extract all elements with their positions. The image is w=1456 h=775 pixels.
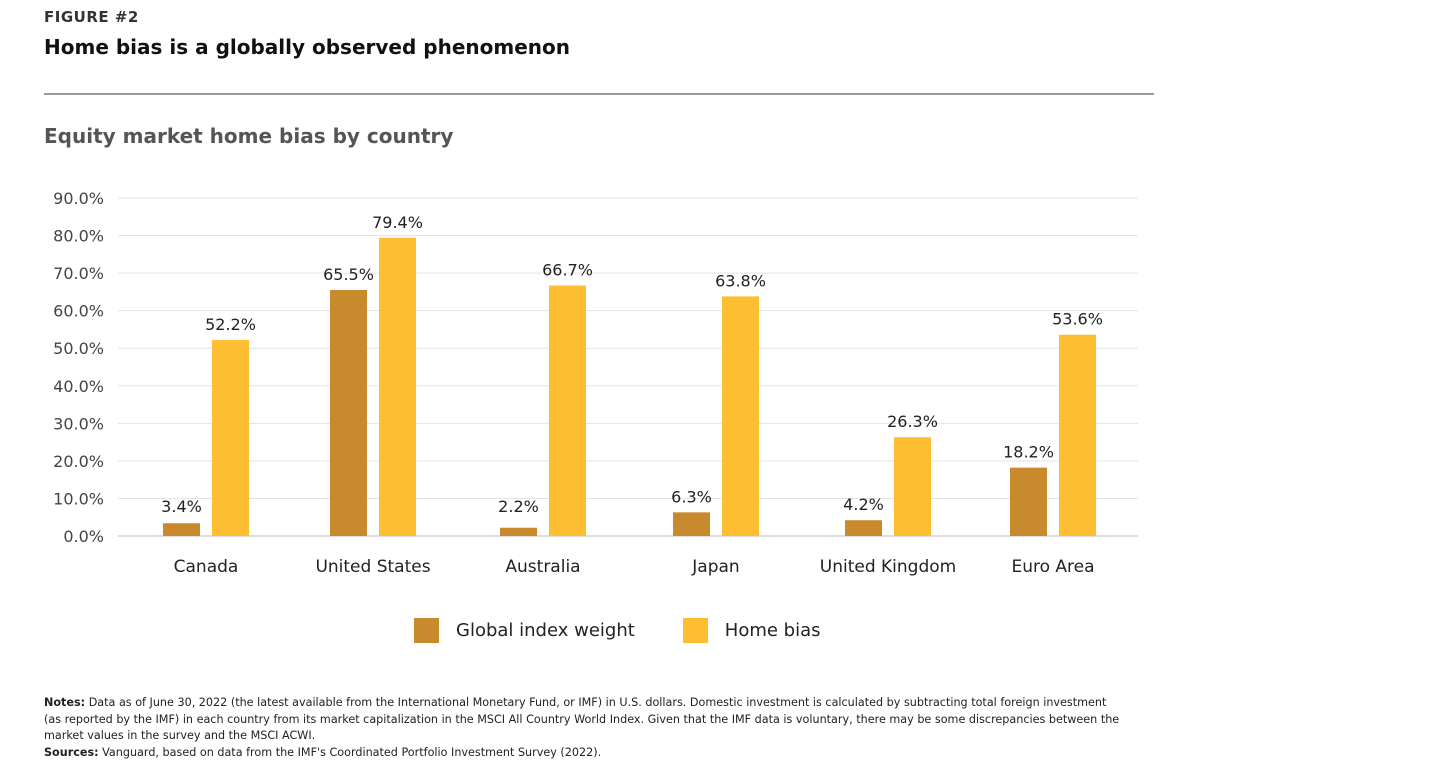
data-label: 6.3% <box>671 487 712 506</box>
legend-label-home-bias: Home bias <box>724 620 821 641</box>
x-tick-label: Japan <box>691 557 739 577</box>
chart-legend: Global index weight Home bias <box>414 618 869 643</box>
chart-title: Equity market home bias by country <box>44 124 454 148</box>
data-label: 53.6% <box>1052 310 1103 329</box>
y-tick-label: 40.0% <box>53 377 104 396</box>
bar <box>722 296 759 536</box>
sources-label: Sources: <box>44 745 99 759</box>
data-label: 79.4% <box>372 213 423 232</box>
data-label: 66.7% <box>542 261 593 280</box>
data-label: 2.2% <box>498 497 539 516</box>
figure-title: Home bias is a globally observed phenome… <box>44 35 570 59</box>
sources-text: Vanguard, based on data from the IMF's C… <box>102 745 602 759</box>
y-tick-label: 0.0% <box>63 527 104 546</box>
bar-chart: 0.0% 10.0% 20.0% 30.0% 40.0% 50.0% 60.0% 70.0% 8… <box>53 189 1138 577</box>
bar <box>549 285 586 536</box>
figure-label: FIGURE #2 <box>44 8 139 26</box>
x-tick-label: Canada <box>174 557 239 577</box>
data-label: 52.2% <box>205 315 256 334</box>
y-tick-label: 20.0% <box>53 452 104 471</box>
bar <box>894 437 931 536</box>
legend-item-global-index-weight: Global index weight <box>414 618 635 643</box>
title-divider <box>44 93 1154 95</box>
data-label: 63.8% <box>715 271 766 290</box>
y-tick-label: 10.0% <box>53 489 104 508</box>
bar <box>1010 467 1047 536</box>
legend-swatch-global-index-weight <box>414 618 439 643</box>
data-label: 18.2% <box>1003 443 1054 462</box>
notes-label: Notes: <box>44 696 86 709</box>
bar <box>379 237 416 536</box>
bar <box>845 520 882 536</box>
data-label: 65.5% <box>323 265 374 284</box>
data-label: 26.3% <box>887 412 938 431</box>
data-label: 4.2% <box>843 495 884 514</box>
legend-label-global-index-weight: Global index weight <box>456 620 635 641</box>
bar <box>500 527 537 536</box>
bar <box>673 512 710 536</box>
y-tick-label: 60.0% <box>53 302 104 321</box>
bar <box>212 339 249 536</box>
notes-text: Data as of June 30, 2022 (the latest ava… <box>44 696 1120 742</box>
y-tick-label: 30.0% <box>53 414 104 433</box>
x-tick-label: Euro Area <box>1011 557 1094 577</box>
bar <box>163 523 200 536</box>
y-tick-label: 70.0% <box>53 264 104 283</box>
x-tick-label: Australia <box>505 557 580 577</box>
notes-paragraph: Notes: Data as of June 30, 2022 (the lat… <box>44 695 1124 745</box>
bar <box>1059 334 1096 536</box>
y-tick-label: 80.0% <box>53 227 104 246</box>
footnotes: Notes: Data as of June 30, 2022 (the lat… <box>44 695 1124 761</box>
legend-item-home-bias: Home bias <box>682 618 821 643</box>
bar <box>330 290 367 536</box>
sources-paragraph: Sources: Vanguard, based on data from th… <box>44 745 1124 762</box>
legend-swatch-home-bias <box>682 618 708 643</box>
y-tick-label: 90.0% <box>53 189 104 208</box>
x-tick-label: United Kingdom <box>820 557 956 577</box>
x-tick-label: United States <box>315 557 430 577</box>
y-tick-label: 50.0% <box>53 339 104 358</box>
data-label: 3.4% <box>161 497 202 516</box>
